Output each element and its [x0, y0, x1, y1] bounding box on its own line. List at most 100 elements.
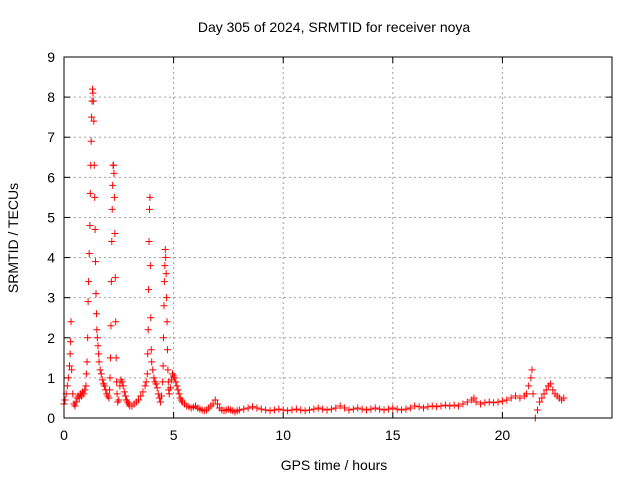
data-point	[213, 400, 221, 408]
data-point	[144, 350, 152, 358]
data-point	[72, 398, 80, 406]
data-point	[433, 403, 441, 411]
data-point	[145, 286, 153, 294]
data-point	[106, 374, 114, 382]
data-point	[163, 346, 171, 354]
plot-frame	[63, 56, 613, 419]
data-point	[88, 113, 96, 121]
x-tick-label: 10	[275, 427, 291, 443]
data-point	[91, 193, 99, 201]
data-point	[85, 278, 93, 286]
data-point	[376, 405, 384, 413]
data-point	[67, 338, 75, 346]
data-point	[354, 404, 362, 412]
data-point	[112, 318, 120, 326]
data-point	[349, 405, 357, 413]
y-tick-label: 3	[47, 290, 55, 306]
data-point	[98, 376, 106, 384]
data-point	[319, 405, 327, 413]
data-point	[406, 404, 414, 412]
data-point	[158, 392, 166, 400]
data-point	[253, 404, 261, 412]
data-point	[153, 384, 161, 392]
data-point	[367, 405, 375, 413]
y-axis-label: SRMTID / TECUs	[5, 183, 21, 293]
data-point	[163, 294, 171, 302]
data-point	[118, 378, 126, 386]
data-point	[327, 405, 335, 413]
data-point	[141, 382, 149, 390]
data-point	[527, 374, 535, 382]
data-point	[174, 386, 182, 394]
data-point	[485, 398, 493, 406]
data-point	[110, 169, 118, 177]
data-point	[89, 89, 97, 97]
data-point	[152, 380, 160, 388]
data-point	[503, 396, 511, 404]
data-point	[235, 406, 243, 414]
data-point	[120, 388, 128, 396]
data-point	[490, 399, 498, 407]
data-point	[446, 402, 454, 410]
data-point	[323, 406, 331, 414]
data-point	[459, 400, 467, 408]
data-point	[69, 390, 77, 398]
data-point	[149, 366, 157, 374]
data-point	[275, 405, 283, 413]
data-point	[143, 370, 151, 378]
data-point	[540, 390, 548, 398]
data-point	[306, 406, 314, 414]
data-point	[240, 405, 248, 413]
data-point	[424, 403, 432, 411]
data-point	[160, 278, 168, 286]
y-tick-label: 9	[47, 49, 55, 65]
data-point	[389, 404, 397, 412]
data-point	[84, 334, 92, 342]
y-tick-label: 1	[47, 370, 55, 386]
data-point	[161, 246, 169, 254]
data-point	[89, 97, 97, 105]
data-point	[113, 390, 121, 398]
data-point	[145, 238, 153, 246]
data-point	[292, 405, 300, 413]
data-point	[419, 404, 427, 412]
data-point	[92, 258, 100, 266]
data-point	[84, 298, 92, 306]
data-point	[86, 221, 94, 229]
data-point	[110, 161, 118, 169]
data-point	[211, 396, 219, 404]
data-point	[547, 380, 555, 388]
data-point	[85, 250, 93, 258]
y-tick-label: 4	[47, 250, 55, 266]
data-point	[332, 404, 340, 412]
data-point	[90, 117, 98, 125]
data-point	[525, 382, 533, 390]
data-point	[441, 401, 449, 409]
data-point	[64, 374, 72, 382]
data-point	[450, 401, 458, 409]
x-tick-label: 15	[385, 427, 401, 443]
data-point	[96, 366, 104, 374]
data-point	[156, 398, 164, 406]
data-point	[171, 374, 179, 382]
data-point	[301, 407, 309, 415]
data-point	[90, 161, 98, 169]
data-point	[498, 397, 506, 405]
data-point	[101, 382, 109, 390]
data-point	[142, 378, 150, 386]
data-point	[463, 398, 471, 406]
data-point	[507, 394, 515, 402]
y-tick-label: 5	[47, 209, 55, 225]
data-point	[95, 350, 103, 358]
data-point	[91, 225, 99, 233]
data-point	[80, 390, 88, 398]
data-point	[172, 378, 180, 386]
axis-ticks: 0 1 2 3 4 5 6 7 8 9 0 5 10 15 20	[47, 49, 612, 443]
data-point	[533, 406, 541, 414]
data-point	[108, 205, 116, 213]
data-point	[528, 366, 536, 374]
data-point	[121, 392, 129, 400]
data-point	[393, 405, 401, 413]
grid	[64, 57, 612, 418]
data-point	[398, 406, 406, 414]
